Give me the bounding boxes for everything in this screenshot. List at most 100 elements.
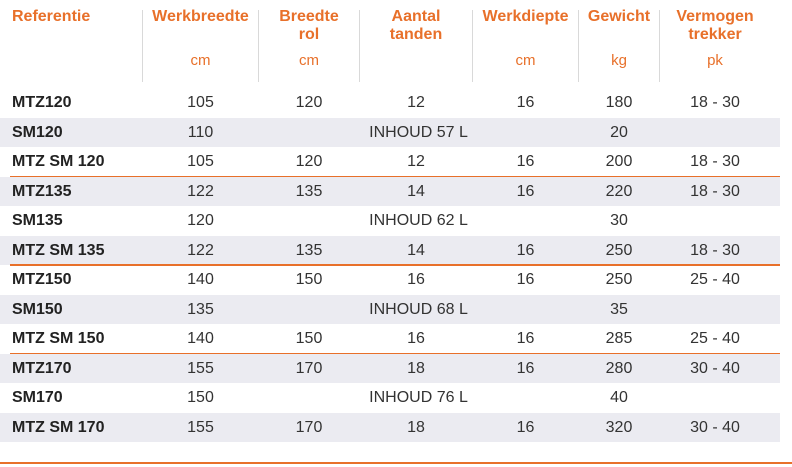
header-breedte-rol-unit: cm bbox=[299, 52, 319, 69]
cell-aantal-tanden: 16 bbox=[407, 271, 425, 288]
cell-vermogen: 25 - 40 bbox=[690, 330, 740, 347]
header-gewicht-unit: kg bbox=[611, 52, 627, 69]
table-row: MTZ135 122 135 14 16 220 18 - 30 bbox=[0, 176, 780, 206]
cell-breedte-rol: 120 bbox=[295, 153, 323, 170]
cell-gewicht: 250 bbox=[605, 241, 633, 259]
cell-referentie: MTZ SM 120 bbox=[12, 153, 105, 170]
cell-vermogen: 18 - 30 bbox=[690, 94, 740, 111]
cell-referentie: SM150 bbox=[12, 300, 63, 318]
table-header: Referentie Werkbreedte cm Breedte rol cm… bbox=[0, 0, 792, 88]
table-row: MTZ SM 150 140 150 16 16 285 25 - 40 bbox=[0, 324, 780, 353]
cell-werkbreedte: 140 bbox=[187, 330, 214, 347]
table-row: MTZ150 140 150 16 16 250 25 - 40 bbox=[0, 265, 780, 294]
cell-werkdiepte: 16 bbox=[516, 94, 535, 111]
header-werkbreedte: Werkbreedte cm bbox=[143, 8, 258, 70]
cell-werkdiepte: 16 bbox=[516, 182, 535, 200]
cell-werkbreedte: 105 bbox=[187, 153, 214, 170]
cell-werkbreedte: 140 bbox=[187, 271, 214, 288]
header-werkbreedte-unit: cm bbox=[190, 52, 211, 69]
header-breedte-rol-label-1: Breedte bbox=[279, 8, 339, 25]
cell-vermogen: 25 - 40 bbox=[690, 271, 740, 288]
cell-referentie: MTZ SM 170 bbox=[12, 418, 105, 436]
cell-referentie: MTZ120 bbox=[12, 94, 72, 111]
header-breedte-rol: Breedte rol cm bbox=[259, 8, 359, 70]
cell-werkbreedte: 150 bbox=[187, 389, 214, 406]
cell-werkdiepte: 16 bbox=[516, 359, 535, 377]
cell-breedte-rol: 170 bbox=[295, 418, 323, 436]
header-aantal-tanden: Aantal tanden bbox=[360, 8, 472, 44]
header-referentie-label: Referentie bbox=[12, 8, 91, 25]
cell-werkbreedte: 135 bbox=[187, 300, 214, 318]
cell-inhoud: INHOUD 76 L bbox=[369, 389, 468, 406]
cell-breedte-rol: 135 bbox=[295, 182, 323, 200]
cell-werkbreedte: 155 bbox=[187, 359, 214, 377]
table-row: SM150 135 INHOUD 68 L 35 bbox=[0, 294, 780, 324]
cell-referentie: MTZ SM 150 bbox=[12, 330, 105, 347]
cell-referentie: MTZ SM 135 bbox=[12, 241, 105, 259]
header-werkdiepte: Werkdiepte cm bbox=[473, 8, 578, 70]
cell-werkbreedte: 120 bbox=[187, 212, 214, 229]
cell-gewicht: 30 bbox=[610, 212, 628, 229]
cell-vermogen: 30 - 40 bbox=[690, 359, 740, 377]
cell-werkdiepte: 16 bbox=[516, 418, 535, 436]
header-vermogen: Vermogen trekker pk bbox=[660, 8, 770, 70]
cell-aantal-tanden: 12 bbox=[407, 153, 425, 170]
cell-aantal-tanden: 18 bbox=[407, 418, 425, 436]
cell-breedte-rol: 150 bbox=[295, 330, 323, 347]
header-werkdiepte-unit: cm bbox=[515, 52, 536, 69]
cell-werkbreedte: 122 bbox=[187, 182, 214, 200]
cell-referentie: SM170 bbox=[12, 389, 63, 406]
table-row: SM135 120 INHOUD 62 L 30 bbox=[0, 206, 780, 235]
table-row: MTZ120 105 120 12 16 180 18 - 30 bbox=[0, 88, 780, 117]
column-divider bbox=[578, 10, 579, 82]
cell-gewicht: 20 bbox=[610, 123, 628, 141]
cell-werkdiepte: 16 bbox=[516, 271, 535, 288]
cell-breedte-rol: 135 bbox=[295, 241, 323, 259]
table-row: MTZ SM 135 122 135 14 16 250 18 - 30 bbox=[0, 235, 780, 265]
cell-breedte-rol: 170 bbox=[295, 359, 323, 377]
cell-aantal-tanden: 12 bbox=[407, 94, 425, 111]
cell-breedte-rol: 150 bbox=[295, 271, 323, 288]
cell-gewicht: 35 bbox=[610, 300, 628, 318]
cell-inhoud: INHOUD 62 L bbox=[369, 212, 468, 229]
header-vermogen-label-2: trekker bbox=[688, 26, 742, 43]
cell-werkbreedte: 110 bbox=[187, 123, 214, 141]
cell-gewicht: 320 bbox=[605, 418, 633, 436]
header-gewicht: Gewicht kg bbox=[579, 8, 659, 70]
column-divider bbox=[472, 10, 473, 82]
table-bottom-rule bbox=[0, 462, 792, 464]
cell-werkdiepte: 16 bbox=[516, 241, 535, 259]
header-vermogen-unit: pk bbox=[707, 52, 723, 69]
header-gewicht-label: Gewicht bbox=[587, 8, 651, 25]
column-divider bbox=[659, 10, 660, 82]
table-row: SM120 110 INHOUD 57 L 20 bbox=[0, 117, 780, 147]
cell-aantal-tanden: 14 bbox=[407, 182, 425, 200]
header-werkdiepte-label: Werkdiepte bbox=[482, 8, 569, 25]
cell-gewicht: 180 bbox=[605, 94, 633, 111]
cell-inhoud: INHOUD 68 L bbox=[369, 300, 468, 318]
column-divider bbox=[142, 10, 143, 82]
cell-werkbreedte: 105 bbox=[187, 94, 214, 111]
cell-referentie: SM120 bbox=[12, 123, 63, 141]
cell-vermogen: 18 - 30 bbox=[690, 241, 740, 259]
table-row: MTZ SM 120 105 120 12 16 200 18 - 30 bbox=[0, 147, 780, 176]
cell-inhoud: INHOUD 57 L bbox=[369, 123, 468, 141]
cell-gewicht: 285 bbox=[605, 330, 633, 347]
cell-aantal-tanden: 16 bbox=[407, 330, 425, 347]
cell-werkdiepte: 16 bbox=[516, 153, 535, 170]
cell-vermogen: 30 - 40 bbox=[690, 418, 740, 436]
group-separator bbox=[10, 264, 780, 266]
cell-gewicht: 280 bbox=[605, 359, 633, 377]
cell-referentie: SM135 bbox=[12, 212, 63, 229]
table-row: SM170 150 INHOUD 76 L 40 bbox=[0, 383, 780, 412]
header-aantal-label-2: tanden bbox=[389, 26, 443, 43]
cell-gewicht: 40 bbox=[610, 389, 628, 406]
cell-gewicht: 220 bbox=[605, 182, 633, 200]
header-referentie: Referentie bbox=[12, 8, 142, 26]
cell-werkbreedte: 155 bbox=[187, 418, 214, 436]
header-breedte-rol-label-2: rol bbox=[298, 26, 320, 43]
cell-referentie: MTZ150 bbox=[12, 271, 72, 288]
table-row: MTZ170 155 170 18 16 280 30 - 40 bbox=[0, 353, 780, 383]
cell-werkdiepte: 16 bbox=[516, 330, 535, 347]
